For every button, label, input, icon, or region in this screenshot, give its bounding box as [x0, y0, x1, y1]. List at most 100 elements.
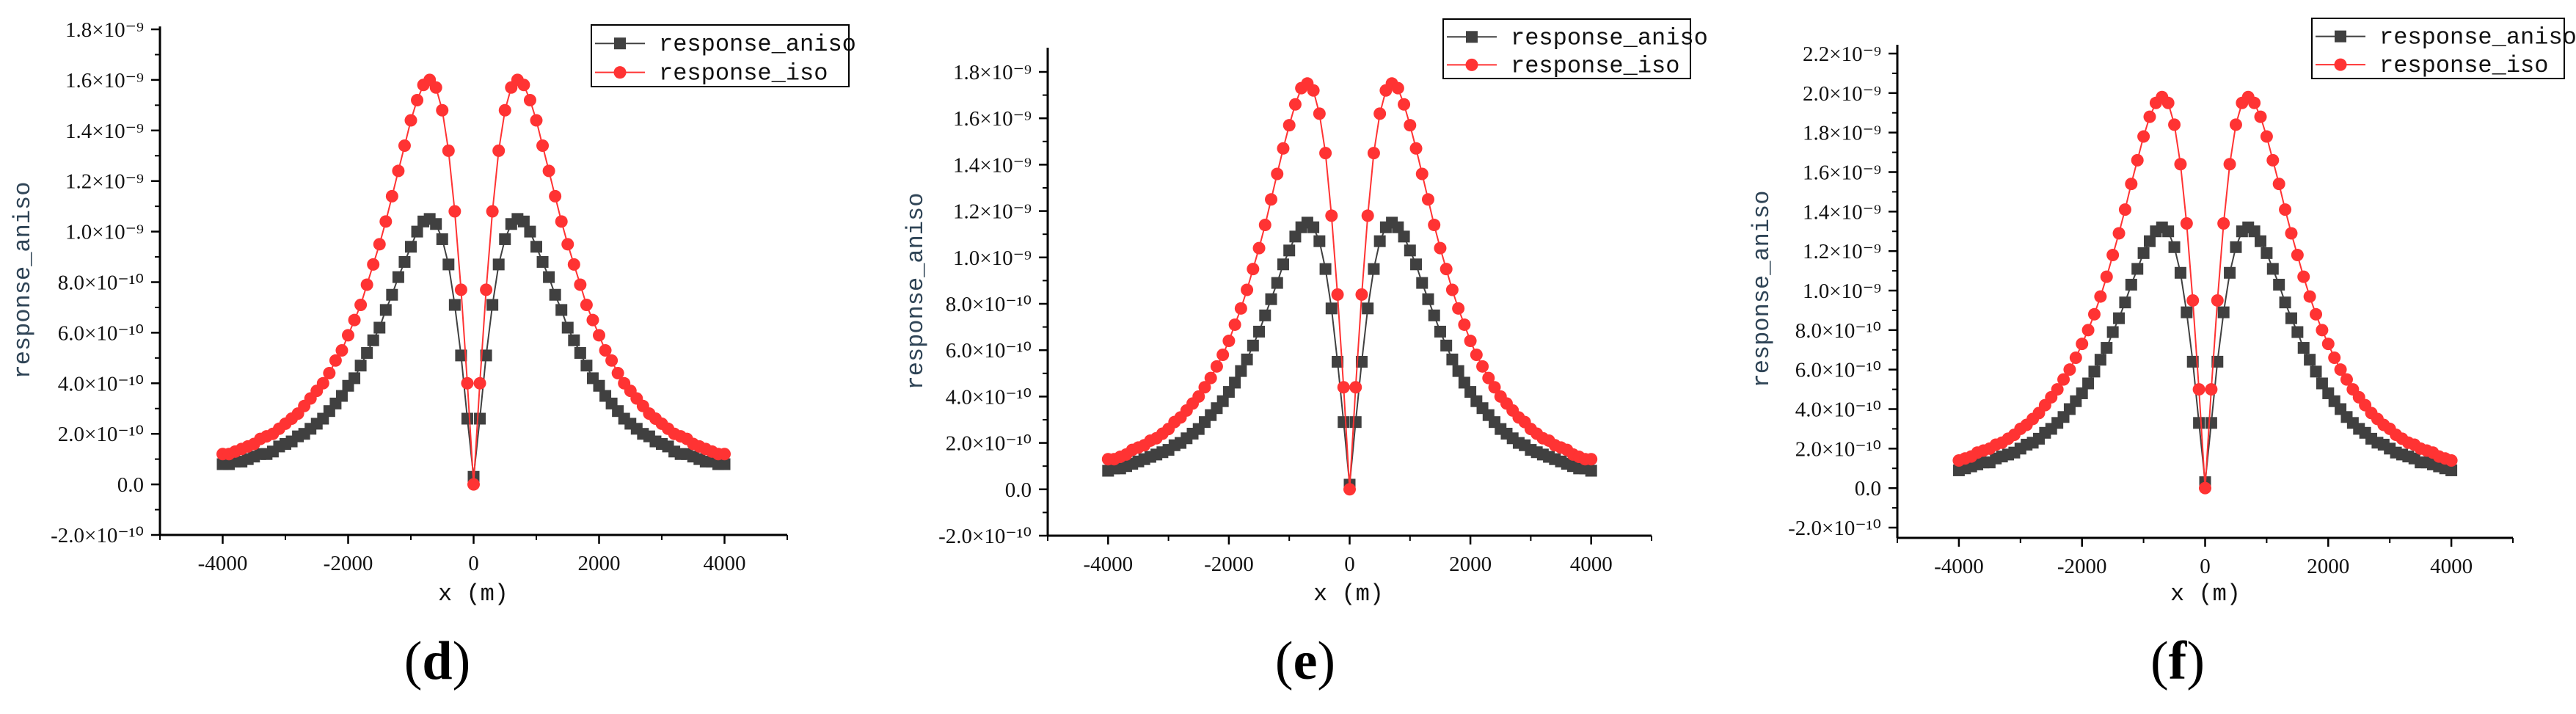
data-point-square	[492, 258, 505, 271]
data-point-circle	[1204, 371, 1217, 385]
data-point-square	[2125, 278, 2137, 291]
data-point-square	[2316, 377, 2328, 390]
data-point-circle	[2192, 383, 2205, 396]
legend-label: response_iso	[2379, 52, 2548, 79]
data-point-square	[2119, 296, 2131, 309]
data-point-square	[555, 304, 568, 316]
data-point-circle	[1428, 219, 1441, 232]
x-tick-label: 0	[468, 552, 479, 575]
data-point-circle	[498, 103, 511, 117]
y-tick-label: 0.0	[1005, 478, 1032, 502]
data-point-square	[1392, 221, 1404, 233]
data-point-circle	[1391, 81, 1404, 95]
data-point-circle	[1228, 318, 1241, 331]
data-point-square	[718, 458, 731, 470]
data-point-circle	[2340, 373, 2353, 386]
legend-circle-marker-icon	[613, 66, 627, 79]
x-tick-label: -4000	[1934, 555, 1984, 578]
data-point-circle	[486, 205, 499, 218]
data-point-square	[2143, 235, 2156, 247]
data-point-circle	[2076, 338, 2089, 351]
data-point-square	[1235, 365, 1247, 377]
data-point-circle	[530, 114, 543, 127]
y-tick-label: 1.2×10⁻⁹	[953, 200, 1032, 224]
x-tick-label: -4000	[198, 552, 248, 575]
y-tick-label: 1.6×10⁻⁹	[1803, 161, 1881, 185]
data-point-circle	[2199, 481, 2211, 495]
data-point-circle	[354, 299, 368, 312]
legend-label: response_aniso	[1511, 24, 1708, 51]
data-point-square	[335, 390, 348, 402]
data-point-square	[2137, 247, 2150, 259]
data-point-square	[561, 321, 574, 334]
legend-circle-marker-icon	[1465, 58, 1478, 71]
data-point-circle	[2161, 96, 2175, 109]
x-axis-title: x (m)	[2170, 580, 2241, 608]
data-point-circle	[2211, 294, 2224, 307]
data-point-circle	[342, 329, 354, 342]
data-point-square	[2310, 365, 2322, 378]
data-point-square	[1277, 258, 1289, 271]
data-point-square	[2217, 306, 2230, 318]
data-point-square	[398, 255, 411, 268]
data-point-square	[2211, 355, 2224, 368]
y-tick-label: -2.0×10⁻¹⁰	[938, 525, 1032, 548]
x-tick-label: 2000	[1449, 553, 1492, 576]
data-point-circle	[1398, 98, 1411, 111]
data-point-circle	[1355, 288, 1368, 301]
data-point-square	[361, 346, 373, 359]
data-point-circle	[1421, 193, 1434, 206]
data-point-square	[2101, 342, 2113, 354]
y-tick-label: 6.0×10⁻¹⁰	[946, 339, 1032, 363]
data-point-circle	[480, 283, 493, 296]
series-line	[222, 79, 725, 485]
data-point-circle	[523, 93, 536, 106]
caption-paren: )	[453, 631, 471, 691]
data-point-circle	[2291, 249, 2304, 262]
data-point-square	[1464, 386, 1477, 398]
data-point-square	[2255, 235, 2267, 247]
data-point-square	[2113, 312, 2126, 324]
y-tick-label: 1.4×10⁻⁹	[1803, 200, 1881, 224]
data-point-square	[1338, 416, 1350, 429]
data-point-circle	[580, 299, 593, 312]
data-point-circle	[473, 376, 486, 390]
caption-paren: (	[1275, 631, 1294, 691]
data-point-square	[543, 271, 555, 283]
data-point-circle	[1331, 288, 1344, 301]
data-point-circle	[1464, 335, 1477, 348]
data-point-circle	[2279, 203, 2292, 216]
y-tick-label: 2.2×10⁻⁹	[1803, 43, 1881, 66]
caption-letter: d	[422, 631, 452, 691]
data-point-circle	[1216, 349, 1230, 362]
data-point-circle	[385, 189, 398, 203]
series-response_iso	[1952, 90, 2458, 495]
data-point-square	[1398, 230, 1410, 243]
data-point-circle	[2260, 130, 2273, 143]
data-point-square	[1332, 356, 1344, 368]
data-point-square	[461, 412, 473, 425]
series-line	[1108, 82, 1591, 489]
legend-square-marker-icon	[2335, 30, 2346, 43]
data-point-circle	[392, 164, 405, 178]
x-tick-label: -2000	[324, 552, 373, 575]
data-point-square	[386, 288, 398, 301]
data-point-circle	[517, 79, 530, 92]
data-point-circle	[1445, 283, 1459, 296]
y-tick-label: 0.0	[117, 473, 144, 497]
data-point-circle	[2118, 203, 2131, 216]
data-point-circle	[1440, 263, 1453, 276]
data-point-square	[1325, 302, 1338, 315]
data-point-square	[2279, 296, 2291, 309]
data-point-circle	[429, 81, 442, 94]
y-tick-label: 2.0×10⁻¹⁰	[946, 432, 1032, 456]
data-point-circle	[379, 215, 393, 228]
data-point-circle	[599, 344, 612, 357]
x-tick-label: -4000	[1083, 553, 1133, 576]
data-point-circle	[1409, 142, 1423, 155]
data-point-circle	[1222, 335, 1236, 348]
data-point-square	[2174, 266, 2186, 279]
data-point-square	[1259, 309, 1271, 321]
data-point-circle	[442, 144, 455, 157]
